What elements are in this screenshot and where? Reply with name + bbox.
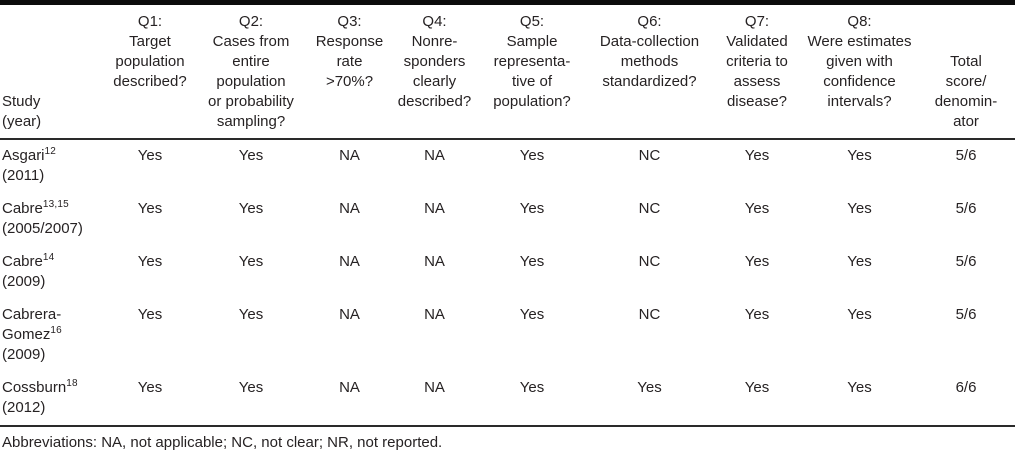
answer-cell-q2: Yes <box>238 379 264 396</box>
answer-cell-q6: NC <box>638 253 661 270</box>
header-study-year: Study (year) <box>0 5 105 140</box>
answer-cell-q7: Yes <box>744 253 770 270</box>
header-q6: Q6: Data-collection methods standardized… <box>587 5 712 140</box>
study-year: (2011) <box>2 167 45 184</box>
answer-cell-q4: NA <box>424 306 445 323</box>
table-body: Asgari12 (2011) Yes Yes NA NA Yes NC Yes … <box>0 139 1015 426</box>
answer-cell-q3: NA <box>339 200 360 217</box>
study-ref: 16 <box>50 325 62 336</box>
study-ref: 18 <box>66 378 78 389</box>
answer-cell-q3: NA <box>339 379 360 396</box>
total-score-cell: 5/6 <box>955 253 977 270</box>
answer-cell-q1: Yes <box>137 200 163 217</box>
answer-cell-q7: Yes <box>744 147 770 164</box>
answer-cell-q2: Yes <box>238 200 264 217</box>
answer-cell-q8: Yes <box>847 147 872 164</box>
study-ref: 12 <box>44 146 57 157</box>
answer-cell-q1: Yes <box>137 147 163 164</box>
answer-cell-q5: Yes <box>519 147 545 164</box>
table-row: Asgari12 (2011) Yes Yes NA NA Yes NC Yes … <box>0 139 1015 193</box>
study-cell: Cabrera-Gomez16 (2009) <box>0 299 105 372</box>
header-q1: Q1: Target population described? <box>105 5 195 140</box>
answer-cell-q8: Yes <box>847 253 872 270</box>
total-score-cell: 5/6 <box>955 306 977 323</box>
answer-cell-q2: Yes <box>238 147 264 164</box>
answer-cell-q4: NA <box>424 147 445 164</box>
answer-cell-q7: Yes <box>744 306 770 323</box>
answer-cell-q1: Yes <box>137 253 163 270</box>
answer-cell-q4: NA <box>424 200 445 217</box>
header-q4: Q4: Nonre- sponders clearly described? <box>392 5 477 140</box>
study-name: Cossburn <box>2 379 67 396</box>
study-year: (2009) <box>2 273 46 290</box>
study-name: Cabre <box>2 200 43 217</box>
answer-cell-q8: Yes <box>847 306 872 323</box>
table-row: Cabre14 (2009) Yes Yes NA NA Yes NC Yes Y… <box>0 246 1015 299</box>
answer-cell-q6: NC <box>638 306 661 323</box>
study-ref: 14 <box>42 252 55 263</box>
study-cell: Asgari12 (2011) <box>0 139 105 193</box>
answer-cell-q8: Yes <box>847 200 872 217</box>
study-ref: 13,15 <box>42 199 69 210</box>
study-cell: Cossburn18 (2012) <box>0 372 105 426</box>
table-row: Cabre13,15 (2005/2007) Yes Yes NA NA Yes … <box>0 193 1015 246</box>
answer-cell-q1: Yes <box>137 379 163 396</box>
answer-cell-q7: Yes <box>744 379 770 396</box>
study-name: Cabrera-Gomez <box>2 306 62 343</box>
abbreviations-footnote: Abbreviations: NA, not applicable; NC, n… <box>2 434 443 451</box>
header-q5: Q5: Sample representa- tive of populatio… <box>477 5 587 140</box>
answer-cell-q4: NA <box>424 379 445 396</box>
answer-cell-q5: Yes <box>519 379 545 396</box>
table-row: Cossburn18 (2012) Yes Yes NA NA Yes Yes Y… <box>0 372 1015 426</box>
answer-cell-q4: NA <box>424 253 445 270</box>
total-score-cell: 5/6 <box>955 147 977 164</box>
answer-cell-q2: Yes <box>238 253 264 270</box>
answer-cell-q6: NC <box>638 200 661 217</box>
answer-cell-q2: Yes <box>238 306 264 323</box>
answer-cell-q3: NA <box>339 253 360 270</box>
answer-cell-q6: Yes <box>637 379 662 396</box>
study-cell: Cabre13,15 (2005/2007) <box>0 193 105 246</box>
answer-cell-q3: NA <box>339 147 360 164</box>
header-q7: Q7: Validated criteria to assess disease… <box>712 5 802 140</box>
study-name: Asgari <box>2 147 45 164</box>
table-row: Cabrera-Gomez16 (2009) Yes Yes NA NA Yes … <box>0 299 1015 372</box>
study-year: (2009) <box>2 346 46 363</box>
answer-cell-q7: Yes <box>744 200 770 217</box>
study-year: (2012) <box>2 399 46 416</box>
answer-cell-q5: Yes <box>519 200 545 217</box>
answer-cell-q3: NA <box>339 306 360 323</box>
answer-cell-q6: NC <box>638 147 661 164</box>
study-quality-table: Study (year) Q1: Target population descr… <box>0 5 1015 427</box>
answer-cell-q5: Yes <box>519 253 545 270</box>
total-score-cell: 5/6 <box>955 200 977 217</box>
study-cell: Cabre14 (2009) <box>0 246 105 299</box>
answer-cell-q8: Yes <box>847 379 872 396</box>
header-total-score: Total score/ denomin- ator <box>917 5 1015 140</box>
header-row: Study (year) Q1: Target population descr… <box>0 5 1015 140</box>
header-q3: Q3: Response rate >70%? <box>307 5 392 140</box>
header-q8: Q8: Were estimates given with confidence… <box>802 5 917 140</box>
header-q2: Q2: Cases from entire population or prob… <box>195 5 307 140</box>
top-rule <box>0 0 1015 5</box>
total-score-cell: 6/6 <box>955 379 977 396</box>
answer-cell-q5: Yes <box>519 306 545 323</box>
study-year: (2005/2007) <box>2 220 83 237</box>
study-name: Cabre <box>2 253 43 270</box>
answer-cell-q1: Yes <box>137 306 163 323</box>
table-header: Study (year) Q1: Target population descr… <box>0 5 1015 140</box>
